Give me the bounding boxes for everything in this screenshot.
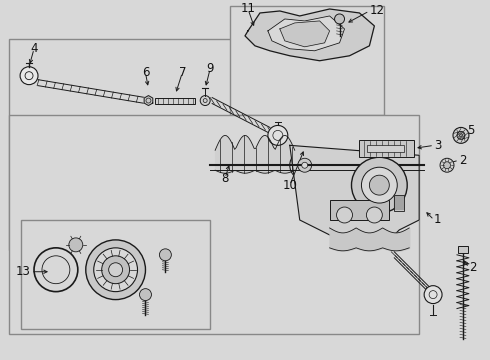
Circle shape (94, 248, 138, 292)
Text: 7: 7 (178, 66, 186, 79)
Bar (458, 246, 468, 253)
Circle shape (102, 256, 129, 284)
Bar (368, 145, 404, 152)
Bar (360, 140, 414, 157)
Bar (9, 116, 419, 334)
Circle shape (369, 175, 389, 195)
Circle shape (337, 207, 352, 223)
Bar (155, 98, 195, 104)
Circle shape (20, 67, 38, 85)
Circle shape (298, 158, 312, 172)
Circle shape (367, 207, 382, 223)
Text: 2: 2 (459, 154, 466, 167)
Text: 6: 6 (142, 66, 149, 79)
Polygon shape (144, 95, 153, 105)
Polygon shape (290, 145, 419, 240)
Bar (21, 220, 210, 329)
Circle shape (109, 263, 122, 277)
Circle shape (302, 162, 308, 168)
Bar (394, 195, 404, 211)
Circle shape (159, 249, 171, 261)
Text: 9: 9 (206, 62, 214, 75)
Circle shape (69, 238, 83, 252)
Circle shape (443, 162, 450, 169)
Circle shape (86, 240, 146, 300)
Text: 12: 12 (369, 4, 384, 18)
Bar (9, 39, 330, 250)
Text: 13: 13 (16, 265, 31, 278)
Text: 2: 2 (469, 261, 476, 274)
Text: 5: 5 (467, 124, 474, 137)
Circle shape (140, 289, 151, 301)
Polygon shape (268, 16, 344, 51)
Circle shape (424, 286, 442, 303)
Bar (230, 6, 384, 116)
Circle shape (290, 150, 319, 180)
Circle shape (351, 157, 407, 213)
Circle shape (453, 127, 469, 143)
Circle shape (200, 95, 210, 105)
Polygon shape (280, 21, 330, 47)
Circle shape (335, 14, 344, 24)
Text: 4: 4 (30, 42, 38, 55)
Text: 3: 3 (434, 139, 441, 152)
Polygon shape (245, 9, 374, 61)
Circle shape (440, 158, 454, 172)
Circle shape (362, 167, 397, 203)
Circle shape (460, 134, 463, 137)
Bar (330, 200, 389, 220)
Text: 11: 11 (241, 3, 255, 15)
Circle shape (457, 131, 465, 139)
Text: 1: 1 (434, 213, 441, 226)
Circle shape (268, 125, 288, 145)
Text: 10: 10 (282, 179, 297, 192)
Text: 8: 8 (221, 172, 229, 185)
